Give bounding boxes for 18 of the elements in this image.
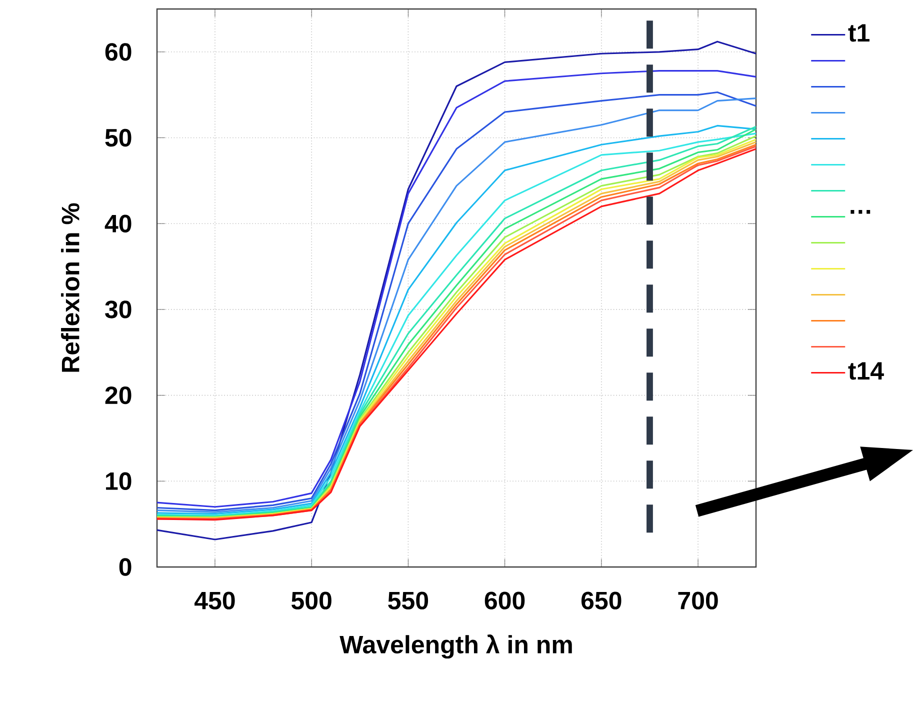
text: … [850, 210, 870, 214]
legend-label: t1 [848, 24, 870, 42]
y-tick-label: 30 [105, 300, 132, 318]
y-tick-label: 60 [105, 43, 132, 61]
y-tick-label: 50 [105, 128, 132, 147]
y-tick-label: 0 [119, 558, 132, 576]
x-tick-label: 600 [484, 592, 525, 610]
y-axis-title: Reflexion in % [61, 203, 80, 372]
x-tick-label: 700 [678, 592, 718, 610]
x-tick-label: 650 [581, 592, 622, 610]
x-tick-label: 550 [388, 592, 428, 610]
x-tick-label: 500 [292, 592, 332, 610]
x-tick-label: 450 [194, 592, 235, 610]
y-tick-label: 10 [106, 472, 132, 490]
y-tick-label: 40 [104, 214, 132, 232]
x-axis-title: Wavelength λ in nm [340, 634, 572, 659]
legend-label: t14 [848, 362, 884, 380]
y-tick-label: 20 [105, 386, 132, 404]
